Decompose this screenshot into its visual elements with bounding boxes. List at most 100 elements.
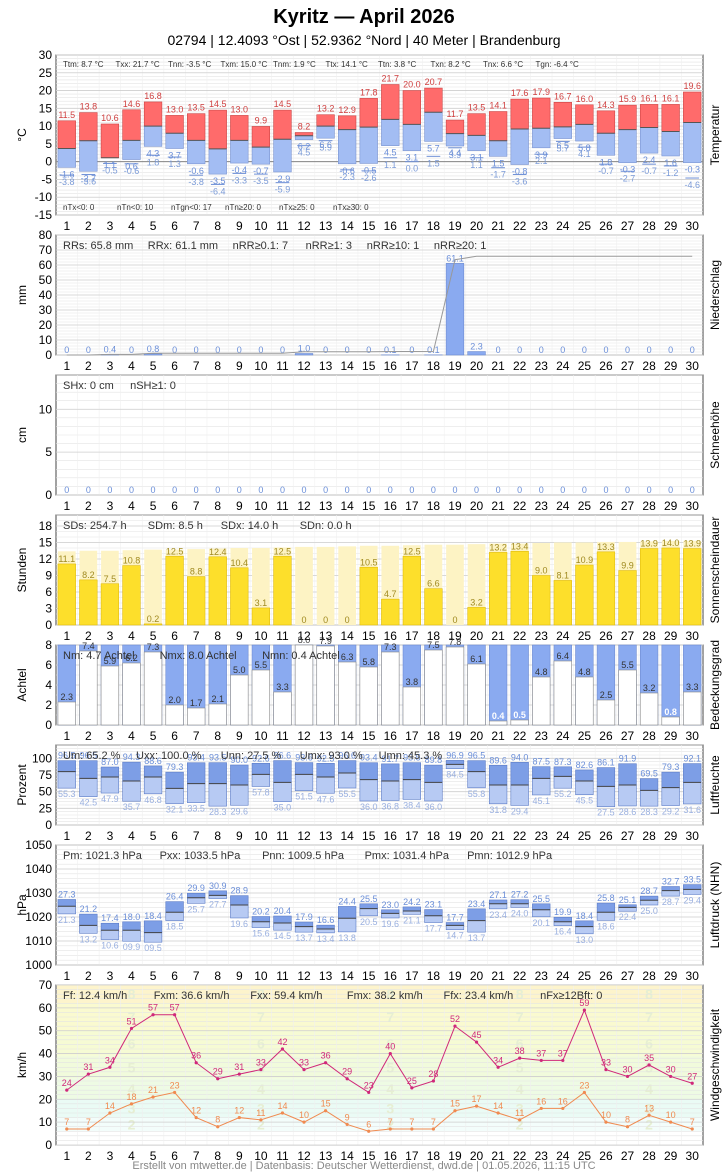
cloud-label: 3.3 — [276, 682, 289, 692]
x-tick-label: 4 — [128, 729, 135, 743]
y-tick-label: 1010 — [25, 934, 52, 948]
x-tick-label: 7 — [193, 829, 200, 843]
wind-value-label: 57 — [170, 1003, 180, 1013]
upper-range-bar — [553, 916, 572, 923]
tmin-bar — [165, 132, 184, 149]
sun-label: 8.1 — [557, 570, 570, 580]
y-tick-label: 5 — [45, 445, 52, 459]
wind-point — [280, 1047, 285, 1051]
max-label: 96.5 — [80, 751, 98, 761]
x-tick-label: 30 — [686, 499, 700, 513]
x-tick-label: 9 — [236, 359, 243, 373]
wind-value-label: 23 — [579, 1080, 589, 1090]
beaufort-label: 4 — [516, 1081, 524, 1097]
x-tick-label: 4 — [128, 499, 135, 513]
max-label: 94.3 — [123, 752, 141, 762]
x-tick-label: 5 — [150, 969, 157, 983]
upper-range-bar — [488, 899, 508, 905]
tmin-label: 3.9 — [535, 150, 548, 160]
lower-range-bar — [661, 890, 680, 897]
y-tick-label: 60 — [39, 1001, 53, 1015]
max-label: 92.6 — [252, 753, 270, 763]
wind-point — [323, 1061, 328, 1065]
x-tick-label: 25 — [578, 829, 592, 843]
cloud-label: 2.3 — [61, 692, 74, 702]
tground-label: -2.7 — [620, 173, 636, 183]
x-tick-label: 1 — [63, 1149, 70, 1163]
upper-range-bar — [316, 763, 335, 778]
wind-point — [496, 1111, 500, 1115]
sun-label: 9.9 — [621, 561, 634, 571]
beaufort-label: 2 — [386, 1116, 394, 1132]
wind-point — [216, 1077, 220, 1081]
min-label: 24.0 — [511, 908, 529, 918]
tmin-bar — [575, 124, 594, 142]
x-tick-label: 10 — [254, 969, 268, 983]
min-label: 45.1 — [532, 796, 550, 806]
x-tick-label: 12 — [297, 1149, 311, 1163]
x-tick-label: 13 — [319, 969, 333, 983]
sun-label: 13.3 — [597, 542, 615, 552]
min-label: 32.1 — [166, 805, 184, 815]
clear-bar — [208, 703, 227, 726]
tmax-bar — [187, 113, 206, 141]
tground-label: 1.1 — [470, 160, 483, 170]
max-label: 96.6 — [274, 751, 292, 761]
y-tick-label: 9 — [45, 569, 52, 583]
tmax-bar — [596, 110, 616, 134]
min-label: 36.8 — [382, 801, 400, 811]
x-tick-label: 30 — [686, 629, 700, 643]
wind-point — [237, 1072, 241, 1076]
tmax-bar — [553, 101, 572, 128]
wind-point — [388, 1051, 392, 1056]
y-tick-label: -5 — [41, 172, 52, 186]
sun-label: 10.9 — [576, 555, 594, 565]
cloud-label: 0.4 — [492, 711, 505, 721]
sun-bar — [143, 623, 163, 626]
upper-range-bar — [79, 913, 98, 926]
x-tick-label: 10 — [254, 1149, 268, 1163]
stat-label: nTx<0: 0 — [63, 203, 95, 212]
tmin-label: -2.7 — [81, 173, 97, 183]
y-tick-label: 4 — [45, 678, 52, 692]
y-tick-label: 25 — [39, 801, 53, 815]
min-label: 25.0 — [640, 906, 658, 916]
min-label: 19.6 — [382, 919, 400, 929]
x-tick-label: 4 — [128, 359, 135, 373]
x-tick-label: 30 — [686, 359, 700, 373]
wind-value-label: 33 — [601, 1058, 611, 1068]
clear-bar — [294, 644, 314, 726]
stat-label: RRs: 65.8 mm — [63, 240, 133, 252]
sun-bar — [553, 580, 572, 626]
tmin-label: -0.5 — [361, 165, 377, 175]
wind-value-label: 30 — [666, 1064, 676, 1074]
tmin-bar — [402, 124, 421, 151]
max-label: 94.0 — [511, 752, 529, 762]
stat-label: nSH≥1: 0 — [130, 380, 176, 392]
cloud-label: 5.5 — [255, 660, 268, 670]
value-bar — [294, 353, 314, 356]
max-label: 18.0 — [123, 912, 141, 922]
tmin-bar — [639, 127, 659, 154]
y-tick-label: 25 — [39, 66, 53, 80]
tmax-bar — [316, 114, 335, 127]
max-label: 23.1 — [425, 900, 443, 910]
max-label: 96.9 — [446, 750, 464, 760]
sun-label: 13.9 — [640, 539, 658, 549]
y-tick-label: 10 — [39, 402, 53, 416]
wind-point — [539, 1058, 543, 1063]
wind-point — [108, 1111, 112, 1115]
tmax-bar — [143, 101, 163, 127]
sun-label: 0 — [323, 615, 328, 625]
clear-bar — [122, 662, 141, 726]
x-tick-label: 3 — [107, 1149, 114, 1163]
x-tick-label: 9 — [236, 1149, 243, 1163]
stat-label: nTn<0: 10 — [117, 203, 154, 212]
clear-bar — [661, 716, 680, 726]
footer-credits: Erstellt von mtwetter.de | Datenbasis: D… — [132, 1160, 596, 1172]
x-tick-label: 22 — [513, 1149, 527, 1163]
stat-label: nFx≥12Bft: 0 — [540, 990, 602, 1002]
wind-value-label: 14 — [493, 1101, 503, 1111]
lower-range-bar — [488, 784, 508, 805]
